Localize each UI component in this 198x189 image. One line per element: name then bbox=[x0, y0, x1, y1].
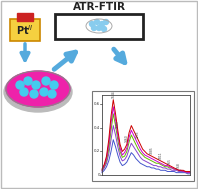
Circle shape bbox=[100, 22, 105, 26]
Ellipse shape bbox=[86, 19, 112, 33]
Circle shape bbox=[32, 81, 40, 89]
Text: 1085: 1085 bbox=[150, 146, 154, 154]
Text: 918: 918 bbox=[177, 163, 181, 168]
Circle shape bbox=[50, 81, 58, 89]
Circle shape bbox=[96, 26, 102, 30]
Bar bbox=[55, 14, 143, 39]
Text: 0.2: 0.2 bbox=[94, 149, 100, 153]
Bar bbox=[92, 91, 194, 181]
Text: 965: 965 bbox=[168, 158, 172, 164]
Circle shape bbox=[94, 19, 100, 25]
Bar bbox=[17, 13, 33, 21]
Text: 1011: 1011 bbox=[159, 151, 163, 159]
Circle shape bbox=[91, 26, 96, 30]
Circle shape bbox=[42, 77, 50, 85]
Circle shape bbox=[102, 26, 107, 32]
Circle shape bbox=[20, 88, 28, 96]
Text: 1233: 1233 bbox=[136, 130, 140, 138]
Circle shape bbox=[104, 19, 109, 25]
Bar bbox=[10, 19, 40, 41]
Circle shape bbox=[48, 90, 56, 98]
Text: ATR-FTIR: ATR-FTIR bbox=[72, 2, 126, 12]
Circle shape bbox=[40, 88, 48, 96]
Circle shape bbox=[16, 81, 24, 89]
Text: 1460: 1460 bbox=[125, 135, 129, 143]
Ellipse shape bbox=[6, 71, 70, 107]
Circle shape bbox=[24, 77, 32, 85]
Text: 0: 0 bbox=[97, 173, 100, 177]
Text: Pt$^{II}$: Pt$^{II}$ bbox=[16, 23, 34, 37]
Text: 0.4: 0.4 bbox=[94, 126, 100, 130]
Circle shape bbox=[30, 90, 38, 98]
Text: 1549: 1549 bbox=[116, 121, 120, 128]
Text: 0.6: 0.6 bbox=[94, 102, 100, 106]
Circle shape bbox=[89, 22, 94, 26]
Text: 1644: 1644 bbox=[111, 90, 115, 98]
Ellipse shape bbox=[4, 72, 72, 112]
